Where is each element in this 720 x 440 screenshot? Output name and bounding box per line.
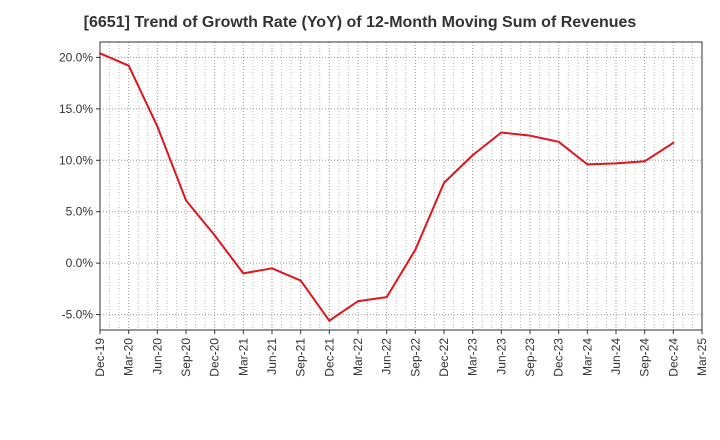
x-tick-label: Mar-22 [351, 338, 365, 376]
data-point [242, 272, 245, 275]
x-tick-label: Mar-21 [236, 338, 250, 376]
x-tick-label: Sep-22 [408, 338, 422, 377]
data-point [328, 319, 331, 322]
data-point [213, 234, 216, 237]
y-tick-label: 0.0% [66, 256, 94, 270]
data-point [471, 154, 474, 157]
plot-area [100, 42, 702, 330]
y-tick-label: -5.0% [62, 308, 94, 322]
x-tick-label: Jun-23 [494, 338, 508, 375]
x-tick-label: Sep-21 [294, 338, 308, 377]
plot-border [99, 41, 703, 331]
data-point [586, 163, 589, 166]
data-point [271, 267, 273, 270]
data-point [615, 162, 617, 165]
data-point [357, 300, 359, 303]
x-tick-label: Dec-20 [208, 338, 222, 377]
data-point [385, 296, 388, 299]
x-tick-label: Jun-24 [609, 338, 623, 375]
x-tick-label: Jun-21 [265, 338, 279, 375]
data-point [443, 181, 445, 184]
data-point [672, 141, 675, 144]
x-tick-label: Jun-22 [380, 338, 394, 375]
x-tick-label: Mar-25 [695, 338, 709, 376]
y-tick-label: 15.0% [59, 102, 93, 116]
x-tick-label: Dec-23 [552, 338, 566, 377]
x-tick-label: Mar-23 [466, 338, 480, 376]
x-tick-label: Dec-19 [93, 338, 107, 377]
chart-title: [6651] Trend of Growth Rate (YoY) of 12-… [83, 14, 637, 31]
x-tick-label: Sep-24 [638, 338, 652, 377]
data-point [156, 125, 159, 128]
y-tick-label: 10.0% [59, 153, 93, 167]
data-point [500, 131, 503, 134]
data-point [185, 199, 187, 202]
data-point [299, 279, 302, 282]
x-tick-label: Sep-23 [523, 338, 537, 377]
x-tick-label: Mar-20 [122, 338, 136, 376]
data-point [99, 52, 101, 55]
y-tick-label: 20.0% [59, 50, 93, 64]
data-point [643, 160, 646, 163]
data-point [557, 140, 560, 143]
x-tick-label: Sep-20 [179, 338, 193, 377]
x-tick-label: Dec-22 [437, 338, 451, 377]
x-tick-label: Dec-24 [666, 338, 680, 377]
x-tick-label: Jun-20 [150, 338, 164, 375]
x-tick-label: Dec-21 [322, 338, 336, 377]
y-tick-label: 5.0% [66, 205, 94, 219]
x-tick-label: Mar-24 [580, 338, 594, 376]
data-point [414, 248, 417, 251]
data-point [529, 134, 531, 137]
data-point [127, 64, 130, 67]
